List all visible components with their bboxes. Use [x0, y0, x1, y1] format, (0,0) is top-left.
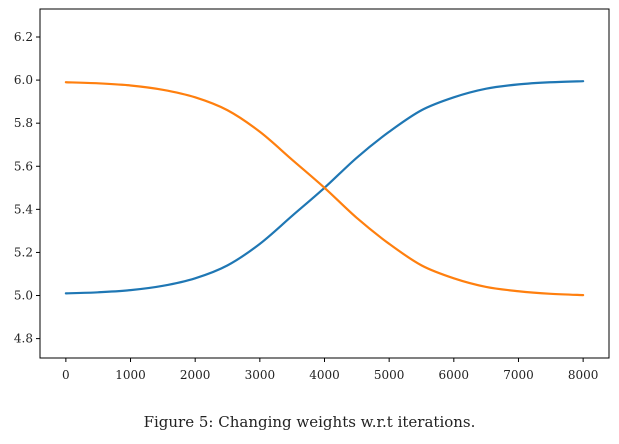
- series-line-2: [64, 81, 585, 297]
- y-tick-label: 6.2: [14, 30, 33, 44]
- x-tick-label: 8000: [568, 368, 599, 382]
- y-tick-label: 5.6: [14, 159, 33, 173]
- figure-caption: Figure 5: Changing weights w.r.t iterati…: [143, 413, 476, 431]
- x-tick-label: 4000: [309, 368, 340, 382]
- x-tick-label: 1000: [115, 368, 146, 382]
- series-lines: [64, 80, 585, 297]
- x-tick-label: 6000: [439, 368, 470, 382]
- y-tick-label: 5.0: [14, 289, 33, 303]
- y-tick-label: 5.8: [14, 116, 33, 130]
- x-tick-label: 7000: [503, 368, 534, 382]
- x-tick-label: 3000: [245, 368, 276, 382]
- y-tick-label: 6.0: [14, 73, 33, 87]
- plot-frame: [39, 8, 610, 359]
- y-tick-label: 4.8: [14, 332, 33, 346]
- y-tick-label: 5.2: [14, 245, 33, 259]
- x-tick-label: 0: [62, 368, 70, 382]
- x-tick-label: 2000: [180, 368, 211, 382]
- x-tick-label: 5000: [374, 368, 405, 382]
- y-axis: 4.8 5.0 5.2 5.4 5.6 5.8 6.0 6.2: [14, 30, 40, 346]
- y-tick-label: 5.4: [14, 202, 33, 216]
- x-axis: 0 1000 2000 3000 4000 5000 6000 7000 8000: [62, 358, 598, 382]
